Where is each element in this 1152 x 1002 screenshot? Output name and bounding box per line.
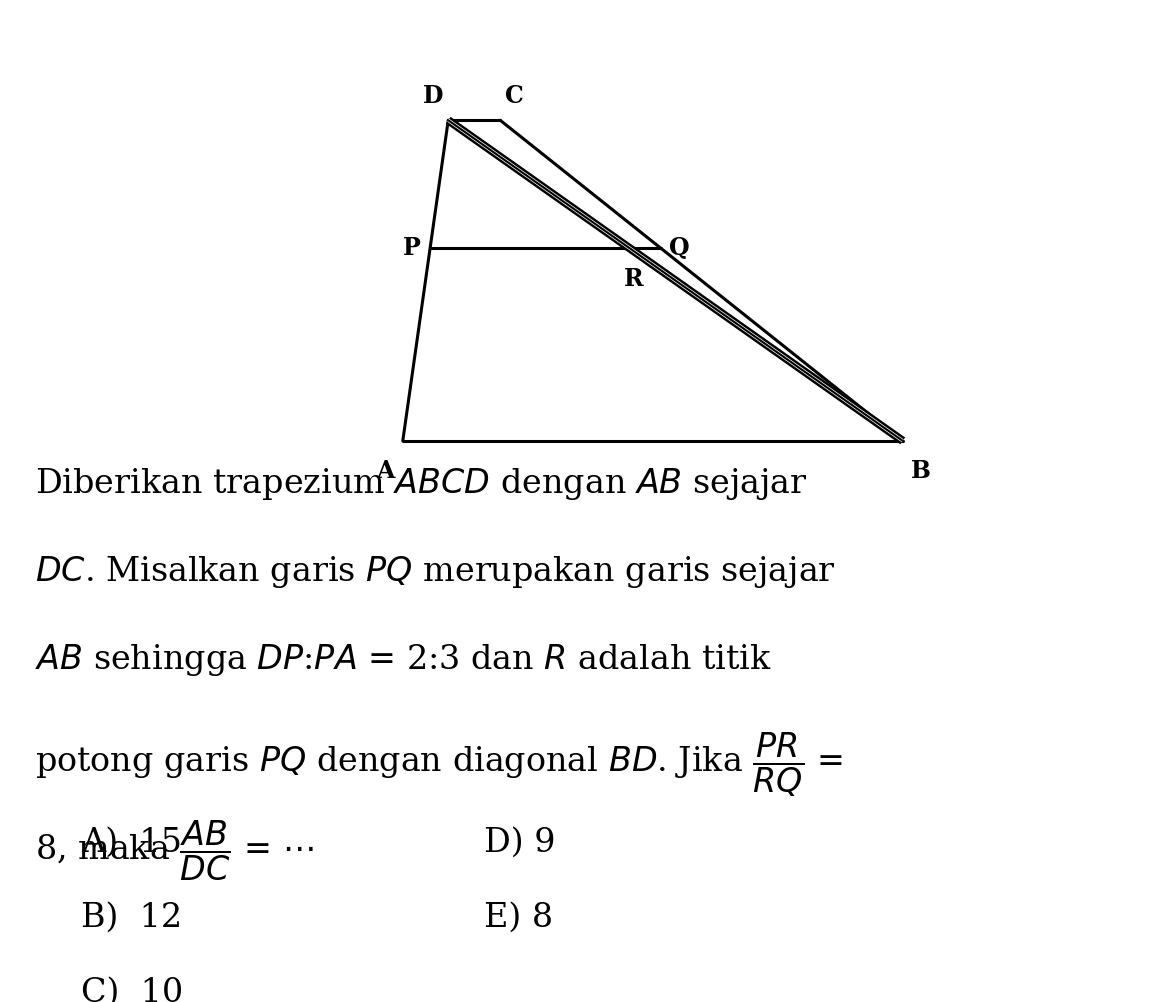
Text: Q: Q [669, 236, 690, 261]
Text: E) 8: E) 8 [484, 902, 553, 934]
Text: D: D [423, 84, 444, 108]
Text: potong garis $PQ$ dengan diagonal $BD$. Jika $\dfrac{PR}{RQ}$ =: potong garis $PQ$ dengan diagonal $BD$. … [35, 730, 843, 799]
Text: B: B [910, 459, 931, 483]
Text: A: A [377, 459, 395, 483]
Text: Diberikan trapezium $ABCD$ dengan $AB$ sejajar: Diberikan trapezium $ABCD$ dengan $AB$ s… [35, 466, 808, 502]
Text: A)  15: A) 15 [81, 827, 182, 859]
Text: $AB$ sehingga $DP$:$PA$ = 2:3 dan $R$ adalah titik: $AB$ sehingga $DP$:$PA$ = 2:3 dan $R$ ad… [35, 642, 772, 678]
Text: P: P [402, 236, 420, 261]
Text: B)  12: B) 12 [81, 902, 182, 934]
Text: R: R [623, 267, 643, 291]
Text: $DC$. Misalkan garis $PQ$ merupakan garis sejajar: $DC$. Misalkan garis $PQ$ merupakan gari… [35, 554, 835, 590]
Text: C)  10: C) 10 [81, 977, 183, 1002]
Text: 8, maka $\dfrac{AB}{DC}$ = $\cdots$: 8, maka $\dfrac{AB}{DC}$ = $\cdots$ [35, 819, 313, 883]
Text: C: C [506, 84, 524, 108]
Text: D) 9: D) 9 [484, 827, 555, 859]
